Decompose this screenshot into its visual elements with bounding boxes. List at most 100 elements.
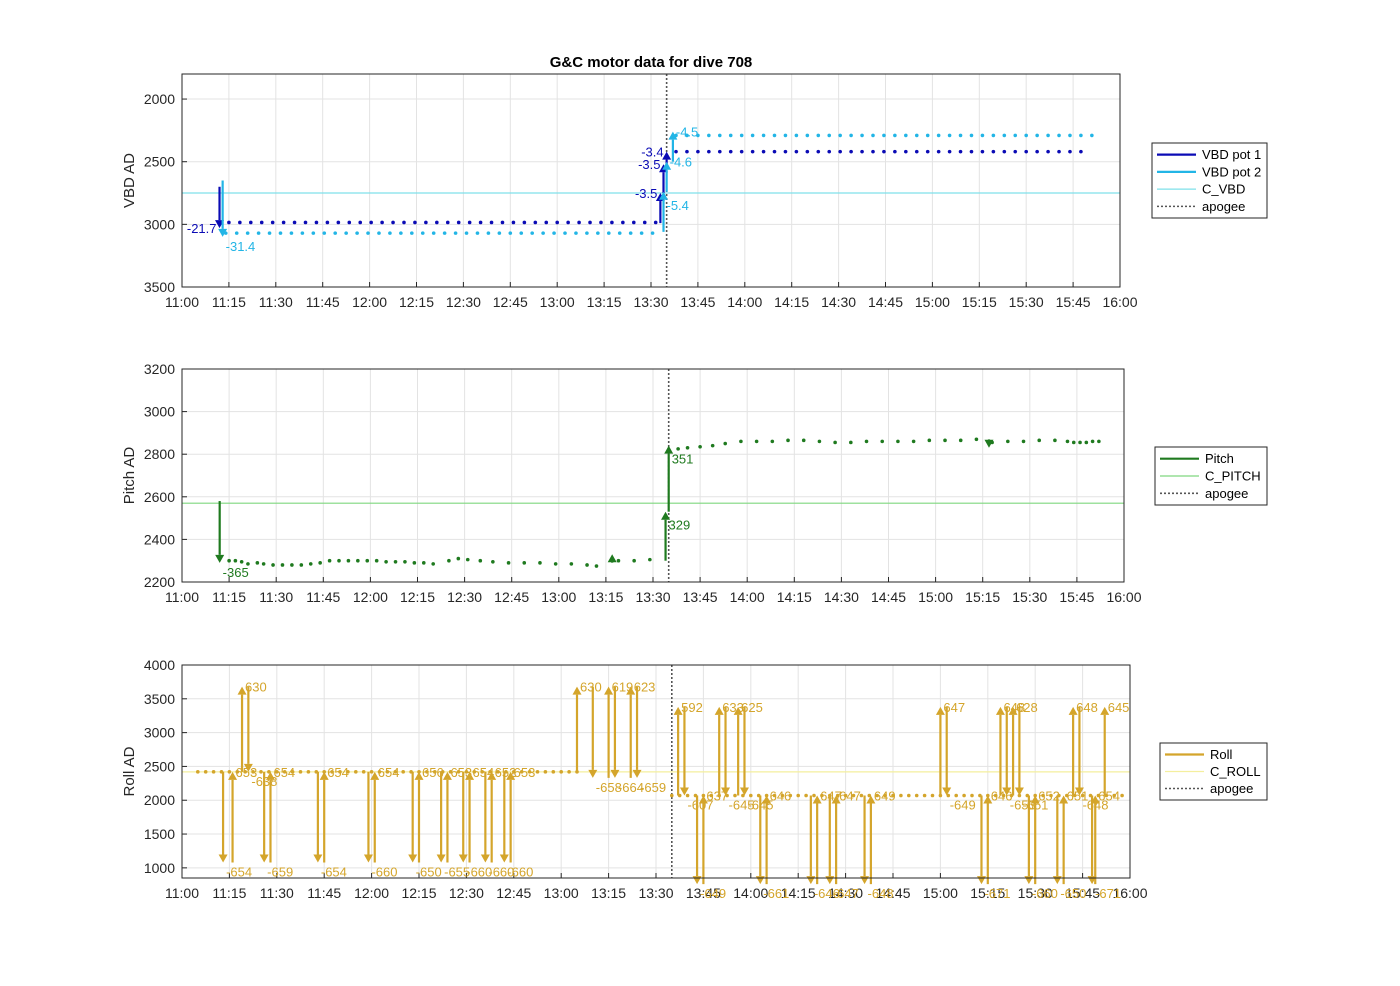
vbd-x-tick-label: 12:00 <box>352 294 387 310</box>
vbd-data-point <box>508 231 513 235</box>
roll-data-point <box>275 770 279 774</box>
pitch-x-tick-label: 15:00 <box>918 589 953 605</box>
vbd-x-tick-label: 12:30 <box>446 294 481 310</box>
roll-data-point <box>290 770 295 774</box>
pitch-data-point <box>456 556 461 561</box>
roll-move-label: 647 <box>839 789 861 804</box>
roll-data-point <box>377 770 382 774</box>
roll-data-point <box>338 770 342 774</box>
roll-move-label: -660 <box>507 864 533 879</box>
vbd-data-point <box>555 220 559 225</box>
roll-data-point <box>954 793 958 798</box>
vbd-data-point <box>445 220 450 225</box>
pitch-data-point <box>896 439 900 444</box>
vbd-data-point <box>772 133 777 138</box>
vbd-data-point <box>1057 149 1061 154</box>
pitch-x-tick-label: 14:45 <box>871 589 906 605</box>
roll-move-arrowhead <box>692 876 702 885</box>
vbd-data-point <box>794 133 799 138</box>
roll-move-label: -650 <box>416 864 442 879</box>
roll-legend-label: apogee <box>1210 781 1253 796</box>
roll-move-arrowhead <box>370 771 380 780</box>
vbd-axes-box <box>181 73 1121 288</box>
vbd-x-tick-label: 11:00 <box>165 294 199 310</box>
pitch-y-tick-label: 3000 <box>144 404 175 420</box>
roll-data-point <box>922 793 927 798</box>
vbd-data-point <box>805 133 810 138</box>
pitch-data-point <box>849 440 853 445</box>
vbd-data-point <box>369 220 373 225</box>
roll-axes-box <box>181 664 1131 879</box>
vbd-data-point <box>980 149 985 154</box>
roll-move-label: -660 <box>466 864 492 879</box>
vbd-data-point <box>391 220 395 225</box>
vbd-data-point <box>838 149 842 154</box>
roll-move-arrowhead <box>499 854 509 863</box>
vbd-x-tick-label: 13:30 <box>633 294 668 310</box>
roll-x-tick-label: 15:45 <box>1065 885 1100 901</box>
vbd-data-point <box>377 231 381 235</box>
vbd-move-label: -3.4 <box>641 145 663 160</box>
vbd-data-point <box>925 149 930 154</box>
roll-data-point <box>251 770 255 774</box>
roll-data-point <box>670 793 674 798</box>
vbd-move-label: -4.6 <box>670 155 692 170</box>
vbd-x-tick-label: 16:00 <box>1102 294 1137 310</box>
vbd-x-tick-label: 14:00 <box>727 294 762 310</box>
vbd-data-point <box>947 133 952 138</box>
pitch-x-tick-label: 11:30 <box>259 589 293 605</box>
roll-move-label: -648 <box>868 886 894 901</box>
pitch-data-point <box>685 446 690 450</box>
pitch-data-point <box>318 561 322 565</box>
vbd-data-point <box>402 220 406 225</box>
pitch-data-point <box>1071 440 1076 445</box>
roll-move-arrowhead <box>610 769 620 778</box>
roll-move-arrowhead <box>812 795 822 804</box>
pitch-data-point <box>569 562 574 566</box>
vbd-data-point <box>267 231 272 235</box>
roll-move-label: -671 <box>984 886 1010 901</box>
roll-move-label: 647 <box>943 700 965 715</box>
roll-data-point <box>361 770 366 774</box>
vbd-data-point <box>728 133 733 138</box>
roll-move-arrowhead <box>983 795 993 804</box>
roll-data-point <box>1049 793 1053 798</box>
vbd-data-point <box>816 133 821 138</box>
roll-data-point <box>709 793 714 798</box>
roll-move-arrowhead <box>588 769 598 778</box>
panel-vbd: 11:00 11:15 11:30 11:45 12:00 12:15 12:30 12:45… <box>121 73 1268 310</box>
pitch-data-point <box>506 561 511 565</box>
roll-move-label: -655 <box>444 864 470 879</box>
vbd-legend-label: apogee <box>1202 199 1245 214</box>
roll-move-label: -654 <box>226 864 252 879</box>
roll-move-arrowhead <box>632 769 642 778</box>
pitch-y-tick-label: 2400 <box>144 531 175 547</box>
roll-move-label: -660 <box>1032 886 1058 901</box>
vbd-legend-label: VBD pot 2 <box>1202 164 1261 179</box>
vbd-move-arrowhead <box>662 151 672 160</box>
roll-x-tick-label: 11:15 <box>212 885 246 901</box>
vbd-data-point <box>336 220 341 225</box>
roll-data-point <box>875 793 879 798</box>
pitch-data-point <box>239 559 244 564</box>
roll-data-point <box>883 793 887 798</box>
vbd-data-point <box>478 220 483 225</box>
roll-data-point <box>820 793 824 798</box>
roll-x-tick-label: 11:45 <box>307 885 341 901</box>
roll-move-arrowhead <box>259 854 269 863</box>
vbd-data-point <box>530 231 534 235</box>
pitch-x-tick-label: 13:45 <box>683 589 718 605</box>
vbd-data-point <box>621 220 625 225</box>
pitch-x-tick-label: 12:30 <box>447 589 482 605</box>
vbd-data-point <box>1002 133 1007 138</box>
roll-legend-label: Roll <box>1210 747 1233 762</box>
roll-x-tick-label: 13:00 <box>544 885 579 901</box>
vbd-data-point <box>278 231 283 235</box>
vbd-data-point <box>489 220 494 225</box>
roll-move-label: -661 <box>763 886 789 901</box>
vbd-data-point <box>563 231 567 235</box>
pitch-x-tick-label: 14:00 <box>730 589 765 605</box>
vbd-data-point <box>991 133 996 138</box>
roll-x-tick-label: 14:45 <box>875 885 910 901</box>
vbd-data-point <box>333 231 338 235</box>
